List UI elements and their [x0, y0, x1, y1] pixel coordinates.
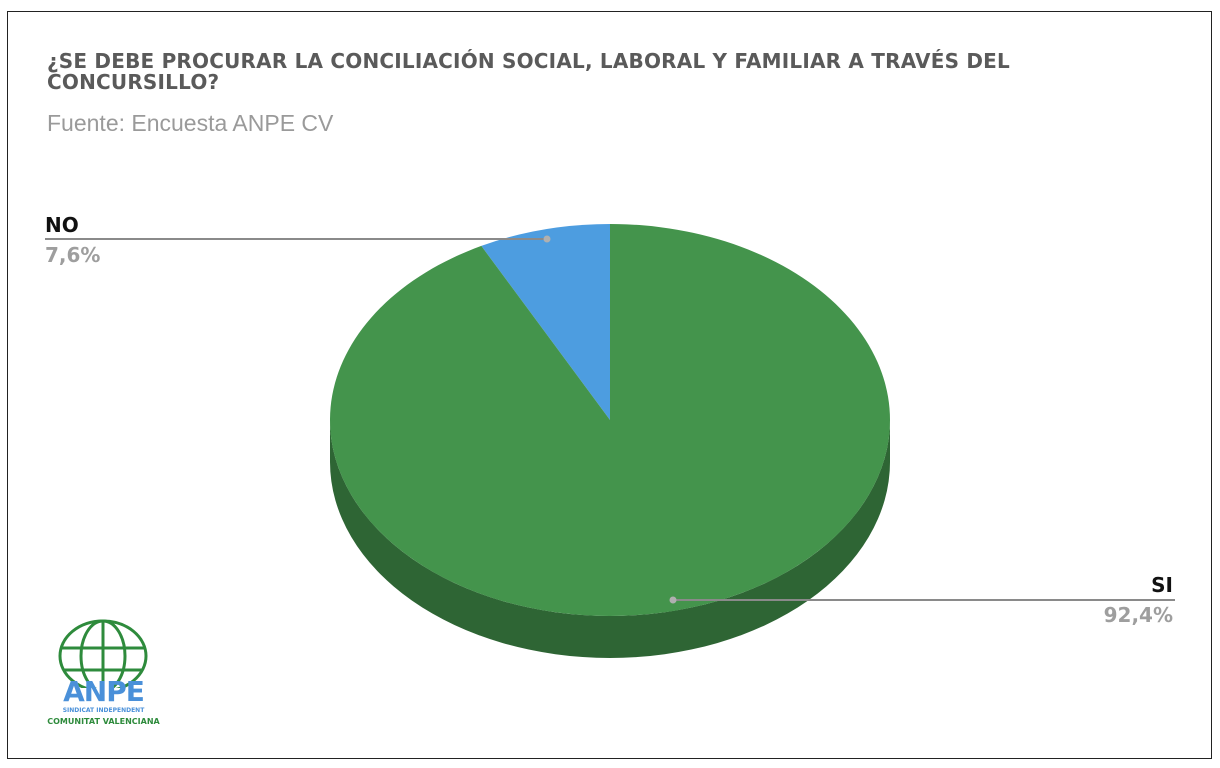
- pie-slice-no: [481, 224, 610, 420]
- logo-subtitle: SINDICAT INDEPENDENT: [62, 707, 145, 714]
- anpe-logo: ANPE SINDICAT INDEPENDENT COMUNITAT VALE…: [36, 618, 171, 730]
- slice-label-si: SI: [1151, 573, 1173, 597]
- leader-line-si-dot: [669, 596, 677, 604]
- chart-subtitle: Fuente: Encuesta ANPE CV: [47, 110, 334, 136]
- pie-slice-si: [330, 224, 890, 616]
- slice-label-no: NO: [45, 213, 79, 237]
- slice-value-no: 7,6%: [45, 243, 101, 267]
- chart-title: ¿SE DEBE PROCURAR LA CONCILIACIÓN SOCIAL…: [47, 49, 1010, 94]
- leader-line-no-dot: [543, 235, 551, 243]
- logo-brand: ANPE: [63, 675, 145, 708]
- pie-side-wall: [330, 420, 890, 658]
- globe-icon: [58, 619, 148, 688]
- slice-value-si: 92,4%: [1103, 603, 1173, 627]
- logo-region: COMUNITAT VALENCIANA: [47, 717, 160, 726]
